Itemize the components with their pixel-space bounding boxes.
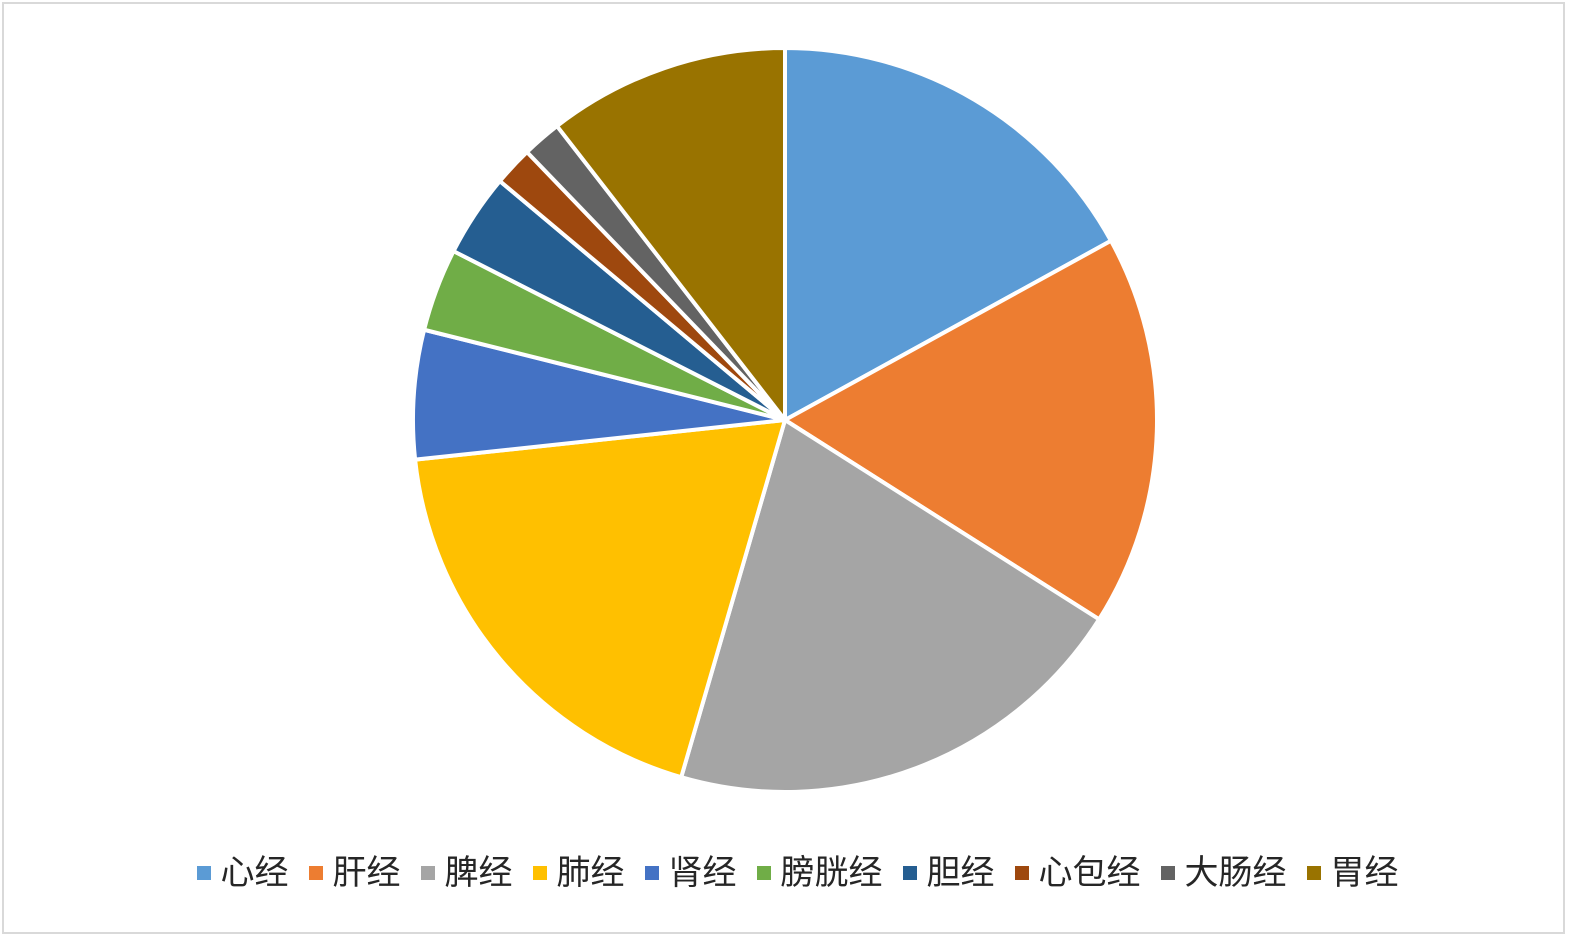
legend-swatch bbox=[1014, 866, 1029, 880]
pie-slice-3 bbox=[413, 418, 787, 780]
legend-swatch bbox=[644, 866, 659, 880]
pie-slice-2 bbox=[679, 418, 1102, 794]
legend-label: 大肠经 bbox=[1184, 853, 1287, 893]
legend-swatch bbox=[1160, 866, 1175, 880]
legend-item-2: 脾经 bbox=[420, 853, 513, 893]
legend-label: 肝经 bbox=[332, 853, 401, 893]
legend-item-6: 胆经 bbox=[902, 853, 995, 893]
legend-item-9: 胃经 bbox=[1306, 853, 1399, 893]
pie-slice-0 bbox=[783, 46, 1113, 422]
legend-label: 脾经 bbox=[444, 853, 513, 893]
legend-swatch bbox=[1306, 866, 1321, 880]
legend-swatch bbox=[532, 866, 547, 880]
legend-swatch bbox=[756, 866, 771, 880]
legend-item-0: 心经 bbox=[196, 853, 289, 893]
legend-item-1: 肝经 bbox=[308, 853, 401, 893]
legend-item-5: 膀胱经 bbox=[756, 853, 883, 893]
legend-swatch bbox=[902, 866, 917, 880]
legend-item-7: 心包经 bbox=[1014, 853, 1141, 893]
legend-swatch bbox=[420, 866, 435, 880]
legend-swatch bbox=[196, 866, 211, 880]
pie-slice-1 bbox=[783, 238, 1159, 622]
legend-label: 心经 bbox=[220, 853, 289, 893]
pie-slice-4 bbox=[411, 327, 787, 462]
legend-label: 胃经 bbox=[1330, 853, 1399, 893]
chart-legend: 心经 肝经 脾经 肺经 肾经 膀胱经 胆经 心包经 大肠经 胃经 bbox=[0, 848, 1575, 898]
legend-label: 肺经 bbox=[556, 853, 625, 893]
legend-item-8: 大肠经 bbox=[1160, 853, 1287, 893]
legend-label: 肾经 bbox=[668, 853, 737, 893]
legend-swatch bbox=[308, 866, 323, 880]
legend-label: 胆经 bbox=[926, 853, 995, 893]
legend-item-4: 肾经 bbox=[644, 853, 737, 893]
legend-label: 膀胱经 bbox=[780, 853, 883, 893]
legend-item-3: 肺经 bbox=[532, 853, 625, 893]
legend-label: 心包经 bbox=[1038, 853, 1141, 893]
pie-slice-9 bbox=[555, 46, 787, 422]
